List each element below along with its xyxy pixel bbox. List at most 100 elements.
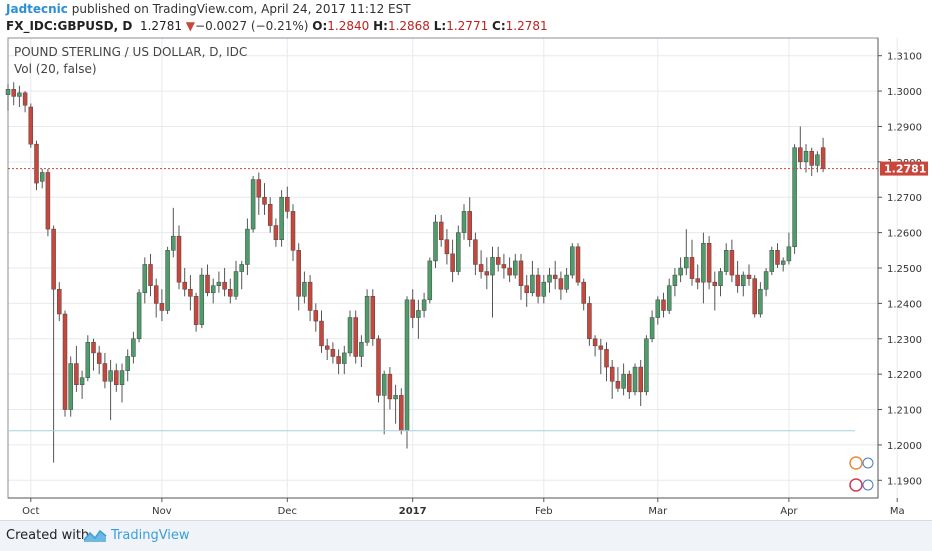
price-change: −0.0027 (−0.21%) <box>195 19 309 33</box>
candle-down <box>330 349 336 357</box>
event-flag-icon[interactable] <box>862 479 874 491</box>
x-tick-label: Feb <box>535 506 553 517</box>
candle-up <box>136 292 142 340</box>
candle-down <box>661 299 666 311</box>
candle-up <box>421 299 427 311</box>
author-name[interactable]: Jadtecnic <box>6 2 68 16</box>
candle-down <box>820 147 826 169</box>
volume-legend: Vol (20, false) <box>14 62 97 76</box>
price-badge-text: 1.2781 <box>884 163 926 176</box>
price-chart[interactable]: 1.31001.30001.29001.28001.27001.26001.25… <box>0 0 932 520</box>
candle-up <box>119 370 125 386</box>
candle-up <box>684 257 689 269</box>
candle-up <box>17 92 22 97</box>
candle-up <box>250 179 256 230</box>
candle-up <box>678 267 683 276</box>
candle-up <box>302 281 307 297</box>
candle-up <box>461 211 467 233</box>
candle-down <box>524 285 529 294</box>
candle-down <box>609 366 615 382</box>
candle-up <box>490 257 495 276</box>
publish-info: Jadtecnic published on TradingView.com, … <box>6 2 411 16</box>
open-label: O: <box>312 19 328 33</box>
candle-up <box>239 264 244 272</box>
candle-down <box>444 239 450 255</box>
tradingview-logo-icon[interactable] <box>83 528 107 544</box>
candle-down <box>552 274 558 279</box>
y-tick-label: 1.2000 <box>887 441 922 452</box>
candle-up <box>125 356 130 371</box>
candle-up <box>655 299 661 318</box>
high-label: H: <box>373 19 388 33</box>
x-tick-label: 2017 <box>399 506 427 517</box>
candle-down <box>313 310 319 322</box>
candle-down <box>188 288 193 297</box>
event-flag-icon[interactable] <box>849 456 863 470</box>
event-flag-icon[interactable] <box>849 478 863 492</box>
candle-down <box>399 395 404 432</box>
x-tick-label: Ma <box>890 506 905 517</box>
candle-up <box>68 363 73 410</box>
candle-down <box>28 106 34 145</box>
candle-down <box>473 239 478 265</box>
candle-down <box>273 225 279 240</box>
candle-down <box>627 373 632 393</box>
candle-up <box>769 250 775 272</box>
candle-up <box>85 342 91 378</box>
candle-up <box>427 260 433 301</box>
candle-down <box>176 235 182 283</box>
y-tick-label: 1.2600 <box>887 229 922 240</box>
candle-down <box>34 143 39 184</box>
down-arrow-icon: ▼ <box>185 19 196 33</box>
candle-down <box>153 285 159 304</box>
candle-up <box>547 274 552 283</box>
candle-up <box>803 150 809 163</box>
candle-up <box>131 338 136 357</box>
candle-down <box>598 345 604 350</box>
candle-down <box>535 274 541 297</box>
candle-up <box>359 342 364 357</box>
candle-down <box>518 260 524 286</box>
candle-down <box>592 338 598 347</box>
candle-down <box>695 278 700 283</box>
candle-down <box>798 147 803 163</box>
candle-down <box>729 250 735 276</box>
candle-down <box>712 281 718 286</box>
candle-up <box>433 221 438 262</box>
candle-up <box>279 196 284 240</box>
low-label: L: <box>433 19 447 33</box>
candle-down <box>285 196 290 212</box>
candle-down <box>775 250 780 265</box>
candle-down <box>558 278 564 290</box>
candle-down <box>228 288 233 297</box>
y-tick-label: 1.2500 <box>887 264 922 275</box>
candle-up <box>142 264 148 294</box>
candle-down <box>467 211 472 240</box>
open-value: 1.2840 <box>327 19 370 33</box>
x-tick-label: Apr <box>780 506 798 517</box>
footer-bar: Created with TradingView <box>0 520 932 551</box>
chart-title: POUND STERLING / US DOLLAR, D, IDC <box>14 45 247 59</box>
candle-up <box>245 228 250 265</box>
candle-up <box>233 271 239 297</box>
candle-down <box>581 281 586 304</box>
candle-down <box>57 288 62 315</box>
tradingview-link[interactable]: TradingView <box>111 528 190 543</box>
candle-up <box>644 338 649 393</box>
candle-up <box>342 352 347 364</box>
candle-up <box>741 274 746 286</box>
y-tick-label: 1.2300 <box>887 335 922 346</box>
candle-down <box>319 320 324 347</box>
candle-up <box>621 373 626 389</box>
y-tick-label: 1.2900 <box>887 122 922 133</box>
candle-up <box>364 296 370 343</box>
candle-up <box>404 299 410 432</box>
candle-down <box>484 271 490 276</box>
candle-down <box>501 264 507 269</box>
candle-down <box>148 264 153 286</box>
event-flag-icon[interactable] <box>862 457 874 469</box>
candle-up <box>666 285 672 311</box>
candle-up <box>780 260 786 265</box>
candle-up <box>210 285 216 294</box>
candle-down <box>689 257 695 279</box>
